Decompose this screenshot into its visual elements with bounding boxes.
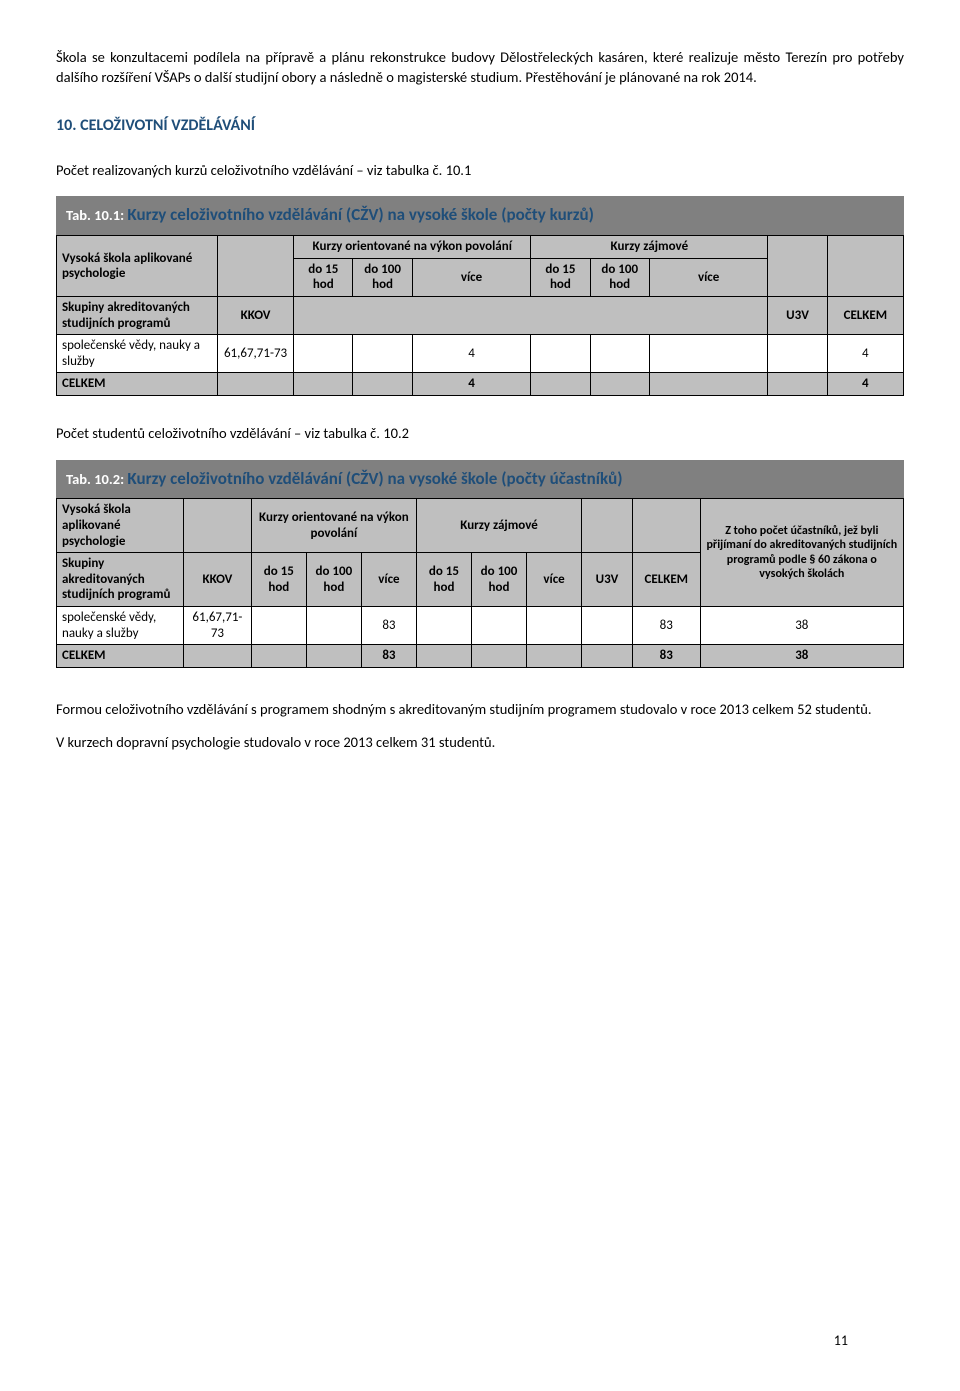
t2-col-u3v: U3V	[582, 553, 633, 607]
t2-sub-vice-b: více	[527, 553, 582, 607]
t1-c3	[531, 335, 590, 373]
table-10-2: Vysoká škola aplikované psychologie Kurz…	[56, 498, 904, 667]
t2-col-ztoho: Z toho počet účastníků, jež byli přijíma…	[700, 499, 903, 607]
t1-cc3	[531, 373, 590, 396]
t1-cc5	[649, 373, 768, 396]
t1-cc4	[590, 373, 649, 396]
t1-pad3	[827, 236, 903, 297]
para-dopravni: V kurzech dopravní psychologie studovalo…	[56, 733, 904, 753]
t1-row-spolvedy-v1: 4	[412, 335, 531, 373]
tab-10-1-heading-bar: Tab. 10.1: Kurzy celoživotního vzděláván…	[56, 196, 904, 235]
t1-sub-do100-a: do 100 hod	[353, 258, 412, 296]
t2-c2	[306, 607, 361, 645]
para-count-students: Počet studentů celoživotního vzdělávání …	[56, 424, 904, 444]
t1-sub-do15-b: do 15 hod	[531, 258, 590, 296]
t2-cc3	[416, 645, 471, 668]
tab-10-1-label: Tab. 10.1:	[66, 206, 127, 224]
t2-p0	[184, 499, 252, 553]
t2-row-spolvedy-v3: 38	[700, 607, 903, 645]
tab-10-2-heading-bar: Tab. 10.2: Kurzy celoživotního vzděláván…	[56, 460, 904, 499]
t2-p1	[582, 499, 633, 553]
t2-row-spolvedy: společenské vědy, nauky a služby	[57, 607, 184, 645]
t2-c3	[416, 607, 471, 645]
t2-c4	[471, 607, 526, 645]
t2-sub-do15-b: do 15 hod	[416, 553, 471, 607]
t1-cc6	[768, 373, 827, 396]
t2-school-header: Vysoká škola aplikované psychologie	[57, 499, 184, 553]
t2-sub-vice-a: více	[361, 553, 416, 607]
t2-row-skupiny-kkov: KKOV	[184, 553, 252, 607]
t2-cc1	[251, 645, 306, 668]
t1-col-povolani: Kurzy orientované na výkon povolání	[294, 236, 531, 259]
t1-sub-vice-b: více	[649, 258, 768, 296]
section-10-heading: 10. CELOŽIVOTNÍ VZDĚLÁVÁNÍ	[56, 115, 904, 137]
t2-row-spolvedy-kkov: 61,67,71-73	[184, 607, 252, 645]
t2-p2	[632, 499, 700, 553]
t2-cc2	[306, 645, 361, 668]
t2-c5	[527, 607, 582, 645]
t1-row-celkem-v1: 4	[412, 373, 531, 396]
t2-cc4	[471, 645, 526, 668]
t1-c4	[590, 335, 649, 373]
t1-cc2	[353, 373, 412, 396]
para-count-courses: Počet realizovaných kurzů celoživotního …	[56, 161, 904, 181]
t1-row-skupiny: Skupiny akreditovaných studijních progra…	[57, 297, 218, 335]
t2-c1	[251, 607, 306, 645]
t1-sub-do15-a: do 15 hod	[294, 258, 353, 296]
t1-c1	[294, 335, 353, 373]
t2-cc6	[582, 645, 633, 668]
intro-paragraph: Škola se konzultacemi podílela na přípra…	[56, 48, 904, 87]
t1-row-spolvedy-v2: 4	[827, 335, 903, 373]
t1-row-spolvedy-kkov: 61,67,71-73	[217, 335, 293, 373]
t1-row-skupiny-kkov: KKOV	[217, 297, 293, 335]
t2-c6	[582, 607, 633, 645]
t2-sub-do100-b: do 100 hod	[471, 553, 526, 607]
tab-10-2-label: Tab. 10.2:	[66, 470, 127, 488]
t2-row-celkem: CELKEM	[57, 645, 184, 668]
tab-10-1-title: Kurzy celoživotního vzdělávání (CŽV) na …	[127, 204, 594, 225]
t2-sub-do100-a: do 100 hod	[306, 553, 361, 607]
t1-pad1	[217, 236, 293, 297]
t1-col-u3v: U3V	[768, 297, 827, 335]
t2-row-celkem-v1: 83	[361, 645, 416, 668]
para2-text: Počet realizovaných kurzů celoživotního …	[56, 161, 471, 179]
t1-c6	[768, 335, 827, 373]
t1-row-celkem-v2: 4	[827, 373, 903, 396]
t2-cc5	[527, 645, 582, 668]
t1-c2	[353, 335, 412, 373]
t2-sub-do15-a: do 15 hod	[251, 553, 306, 607]
t1-cc1	[294, 373, 353, 396]
t1-cc0	[217, 373, 293, 396]
t1-sub-do100-b: do 100 hod	[590, 258, 649, 296]
t1-row-spolvedy: společenské vědy, nauky a služby	[57, 335, 218, 373]
table-10-1: Vysoká škola aplikované psychologie Kurz…	[56, 235, 904, 396]
t2-row-celkem-v2: 83	[632, 645, 700, 668]
t1-col-celkem: CELKEM	[827, 297, 903, 335]
tab-10-2-title: Kurzy celoživotního vzdělávání (CŽV) na …	[127, 468, 622, 489]
t1-row-skupiny-mid	[294, 297, 768, 335]
t2-col-zajmove: Kurzy zájmové	[416, 499, 581, 553]
t1-col-zajmove: Kurzy zájmové	[531, 236, 768, 259]
para-formou: Formou celoživotního vzdělávání s progra…	[56, 700, 904, 720]
t1-pad2	[768, 236, 827, 297]
t2-col-povolani: Kurzy orientované na výkon povolání	[251, 499, 416, 553]
t2-row-spolvedy-v2: 83	[632, 607, 700, 645]
t2-cc0	[184, 645, 252, 668]
t1-school-header: Vysoká škola aplikované psychologie	[57, 236, 218, 297]
t2-row-skupiny: Skupiny akreditovaných studijních progra…	[57, 553, 184, 607]
t1-c5	[649, 335, 768, 373]
t1-row-celkem: CELKEM	[57, 373, 218, 396]
t2-row-celkem-v3: 38	[700, 645, 903, 668]
t1-sub-vice-a: více	[412, 258, 531, 296]
t2-row-spolvedy-v1: 83	[361, 607, 416, 645]
t2-col-celkem: CELKEM	[632, 553, 700, 607]
page-number: 11	[834, 1332, 848, 1351]
